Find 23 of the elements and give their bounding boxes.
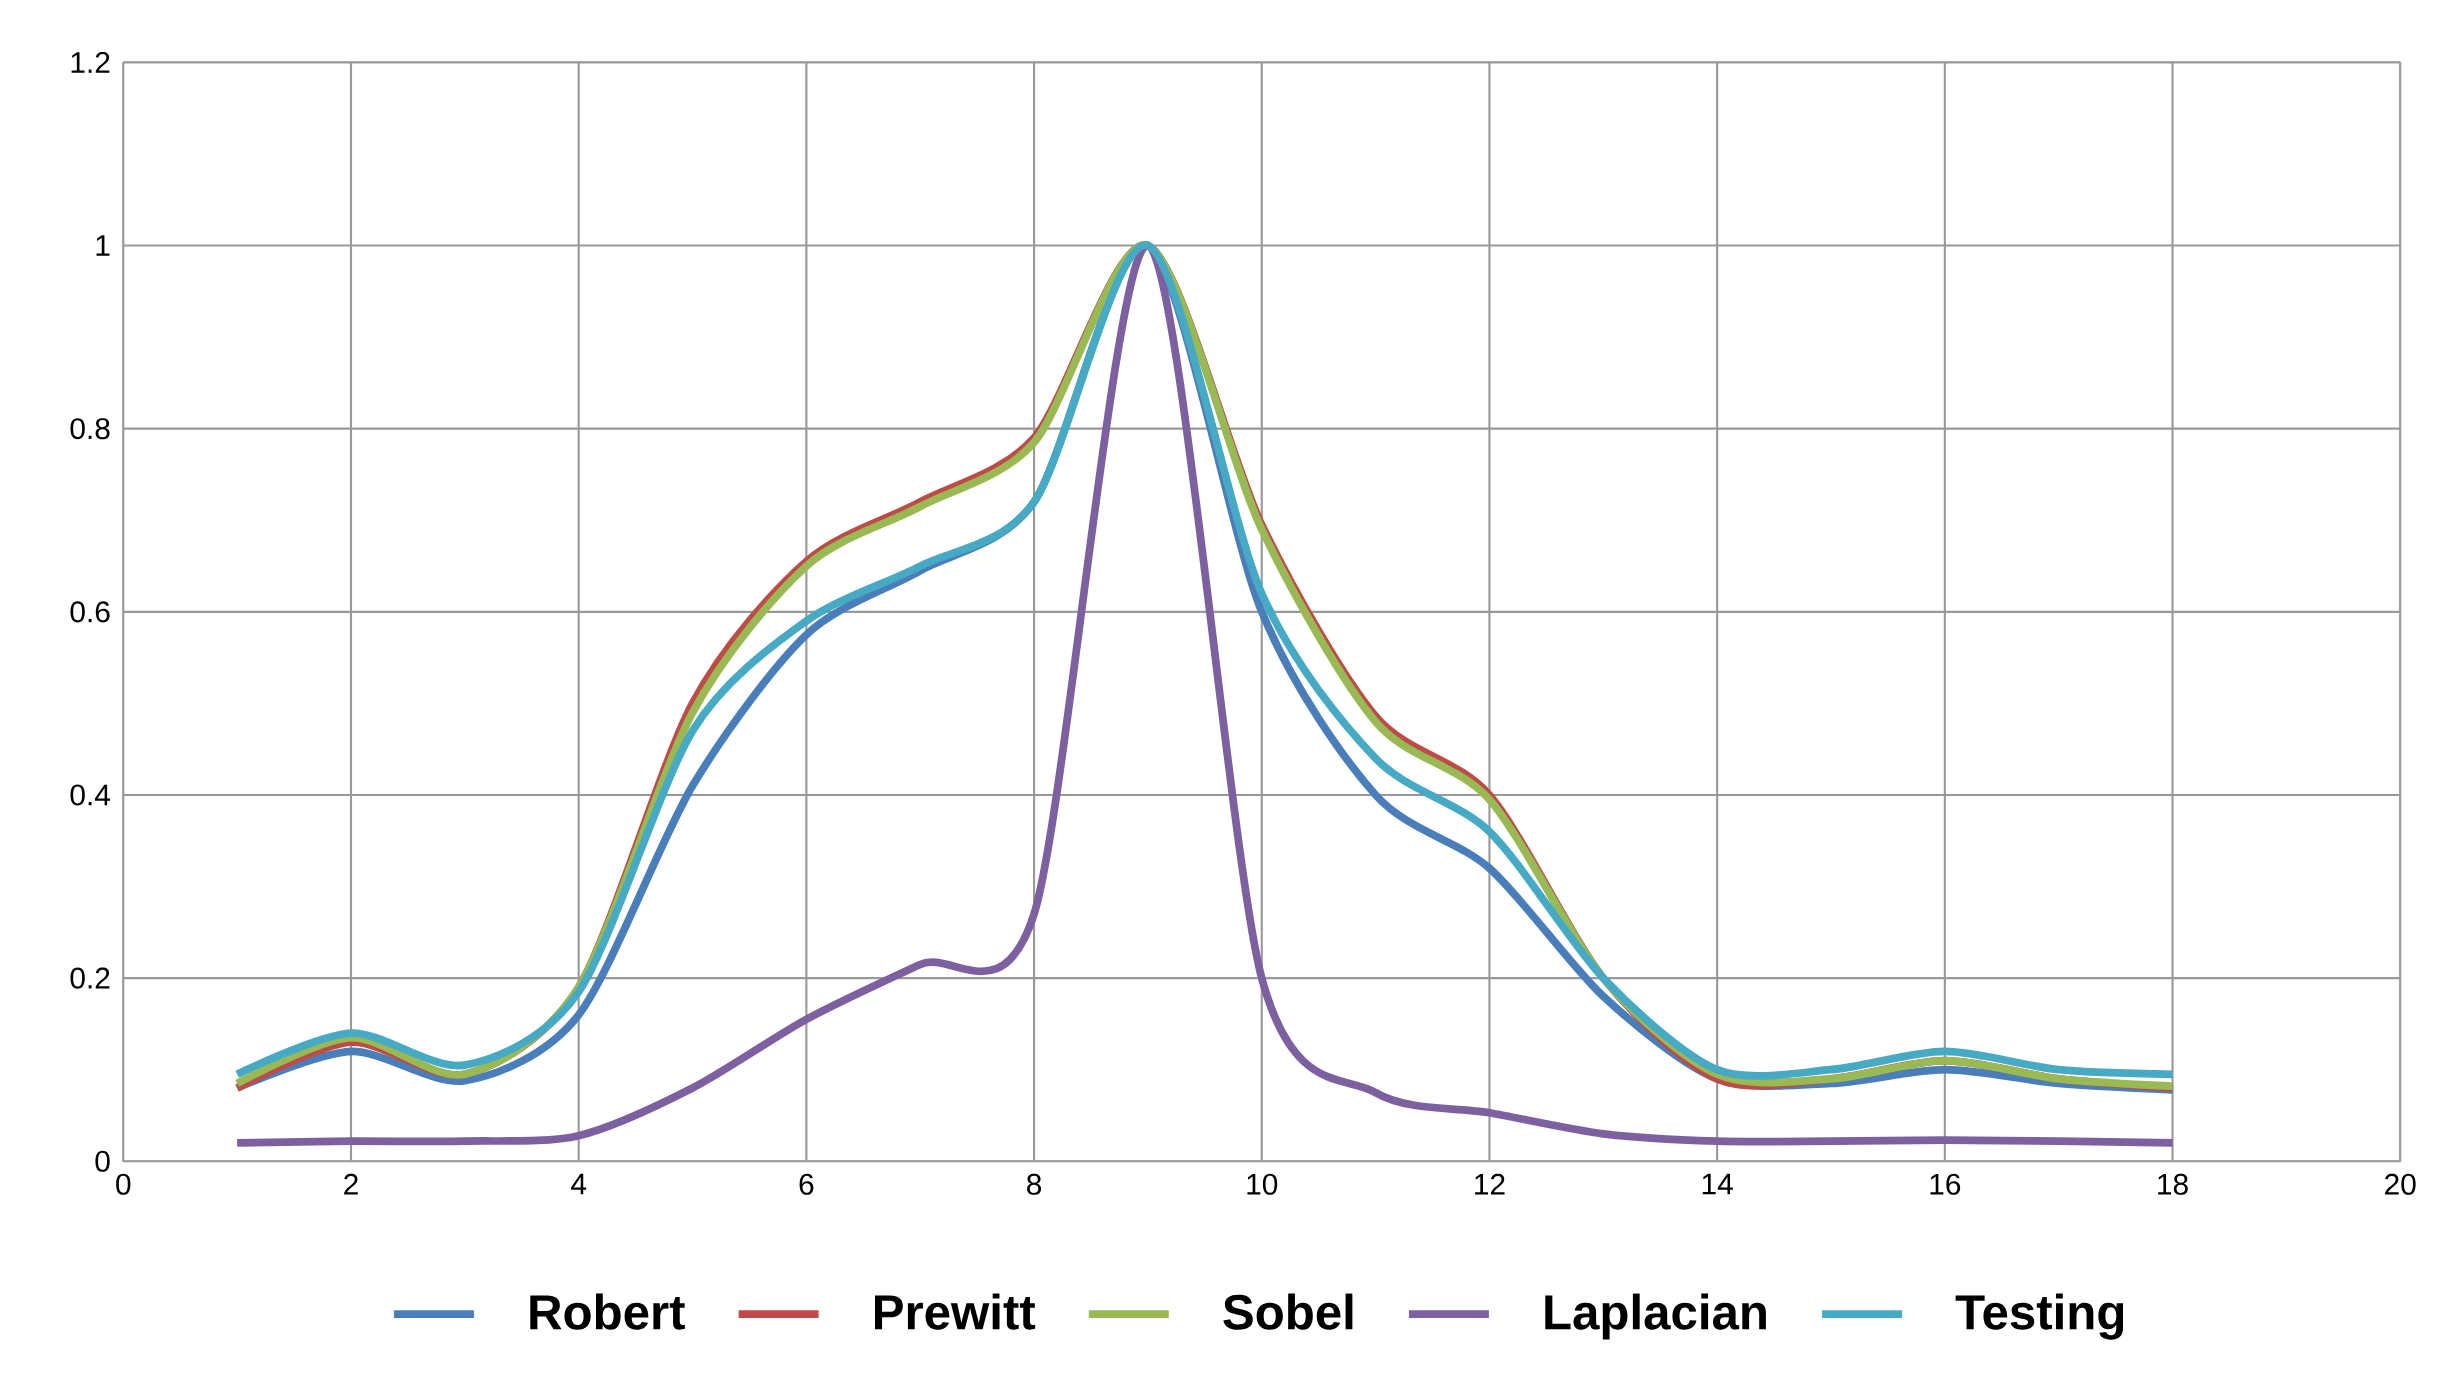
y-tick-label: 1: [96, 235, 110, 256]
x-tick-label: 2: [344, 1173, 358, 1195]
y-tick-label: 0.2: [70, 967, 110, 989]
legend-label: Prewitt: [875, 1293, 1036, 1330]
y-tick-label: 0: [95, 1150, 110, 1172]
legend-label: Laplacian: [1545, 1293, 1766, 1340]
y-tick-label: 0.4: [70, 784, 111, 806]
x-tick-label: 18: [2158, 1173, 2188, 1195]
legend-label: Sobel: [1223, 1293, 1353, 1330]
x-tick-label: 6: [799, 1173, 814, 1195]
y-tick-label: 0.6: [70, 601, 110, 623]
x-tick-label: 0: [116, 1173, 131, 1195]
y-tick-label: 1.2: [71, 51, 110, 73]
legend-label: Robert: [530, 1293, 685, 1330]
x-tick-label: 16: [1930, 1173, 1961, 1195]
x-tick-label: 4: [571, 1173, 587, 1195]
x-tick-label: 8: [1027, 1173, 1042, 1195]
x-tick-label: 12: [1475, 1173, 1505, 1195]
x-tick-label: 10: [1247, 1173, 1278, 1195]
x-tick-label: 20: [2385, 1173, 2416, 1195]
y-tick-label: 0.8: [70, 418, 110, 440]
legend-label: Testing: [1955, 1293, 2124, 1340]
x-tick-label: 14: [1702, 1173, 1733, 1195]
